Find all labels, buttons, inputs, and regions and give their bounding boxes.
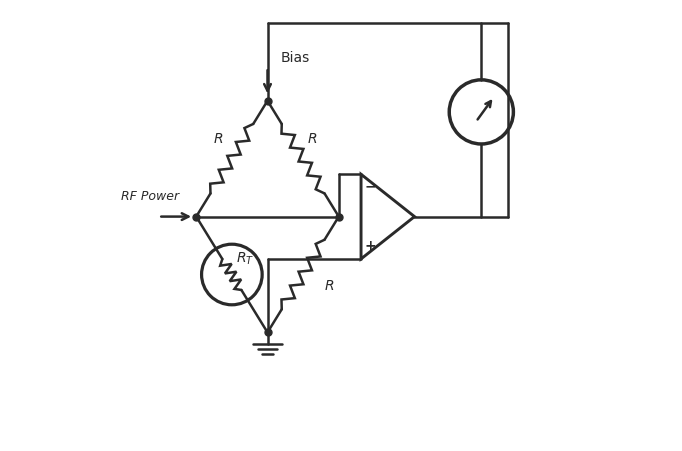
Text: R: R [213,132,223,146]
Text: +: + [364,239,376,253]
Text: R: R [325,279,335,293]
Text: R: R [307,132,317,146]
Text: RF Power: RF Power [121,190,179,203]
Text: Bias: Bias [281,51,310,65]
Text: −: − [364,180,376,194]
Text: $R_T$: $R_T$ [237,251,254,267]
